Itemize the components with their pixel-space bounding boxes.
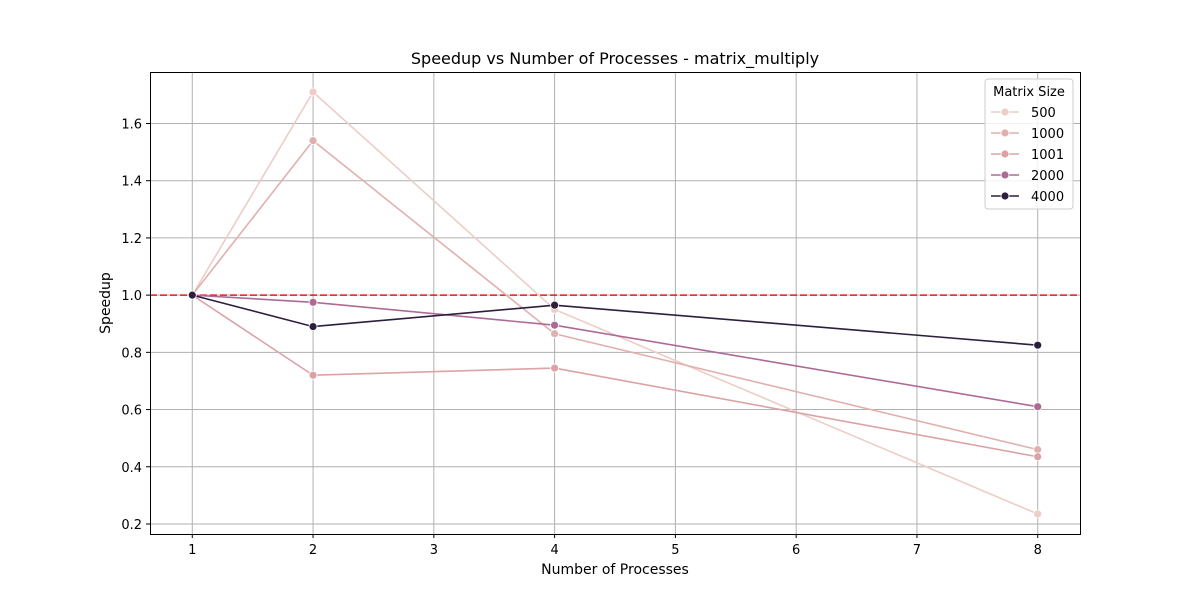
x-tick-label: 1 [188, 543, 196, 558]
legend-title: Matrix Size [993, 85, 1065, 100]
legend-swatch-marker [1000, 149, 1010, 159]
x-tick-label: 6 [792, 543, 800, 558]
y-tick-label: 1.2 [121, 232, 142, 247]
chart-title: Speedup vs Number of Processes - matrix_… [411, 49, 819, 69]
legend: Matrix Size 500 1000 1001 2000 4000 [984, 78, 1074, 210]
x-tick-label: 3 [430, 543, 438, 558]
legend-entry: 1001 [1031, 148, 1064, 163]
series-line [191, 139, 1038, 451]
grid-lines [150, 72, 1080, 534]
series-line [192, 294, 1038, 408]
data-point [1033, 509, 1043, 519]
x-axis-ticks: 1 2 3 4 5 6 7 8 [188, 534, 1042, 558]
y-tick-label: 0.6 [121, 404, 142, 419]
series-group [187, 87, 1043, 519]
y-axis-ticks: 0.2 0.4 0.6 0.8 1.0 1.2 1.4 1.6 [121, 117, 150, 533]
legend-swatch-marker [1000, 191, 1010, 201]
x-tick-label: 4 [550, 543, 558, 558]
data-point [550, 300, 560, 310]
legend-entry: 2000 [1031, 169, 1064, 184]
data-point [308, 136, 318, 146]
data-point [308, 370, 318, 380]
y-tick-label: 1.4 [121, 175, 142, 190]
legend-entry: 4000 [1031, 190, 1064, 205]
legend-swatch-marker [1000, 170, 1010, 180]
legend-entry: 1000 [1031, 127, 1064, 142]
legend-entry: 500 [1031, 106, 1056, 121]
legend-swatch-marker [1000, 128, 1010, 138]
x-tick-label: 7 [913, 543, 921, 558]
data-point [1033, 340, 1043, 350]
y-tick-label: 0.2 [121, 518, 142, 533]
data-point [187, 290, 197, 300]
x-axis-label: Number of Processes [541, 562, 689, 578]
data-point [308, 297, 318, 307]
data-point [308, 87, 318, 97]
y-tick-label: 1.0 [121, 289, 142, 304]
data-point [1033, 452, 1043, 462]
series-line [191, 294, 1038, 458]
y-tick-label: 0.8 [121, 346, 142, 361]
data-point [550, 363, 560, 373]
series-4000 [187, 290, 1043, 350]
series-2000 [187, 290, 1043, 412]
series-line [192, 294, 1038, 346]
plot-frame [150, 72, 1081, 535]
x-tick-label: 8 [1034, 543, 1042, 558]
data-point [1033, 402, 1043, 412]
y-tick-label: 0.4 [121, 461, 142, 476]
x-tick-label: 2 [309, 543, 317, 558]
data-point [550, 320, 560, 330]
series-1001 [187, 290, 1043, 462]
y-axis-label: Speedup [98, 272, 114, 334]
y-tick-label: 1.6 [121, 117, 142, 132]
x-tick-label: 5 [671, 543, 679, 558]
data-point [550, 329, 560, 339]
data-point [308, 322, 318, 332]
legend-swatch-marker [1000, 107, 1010, 117]
